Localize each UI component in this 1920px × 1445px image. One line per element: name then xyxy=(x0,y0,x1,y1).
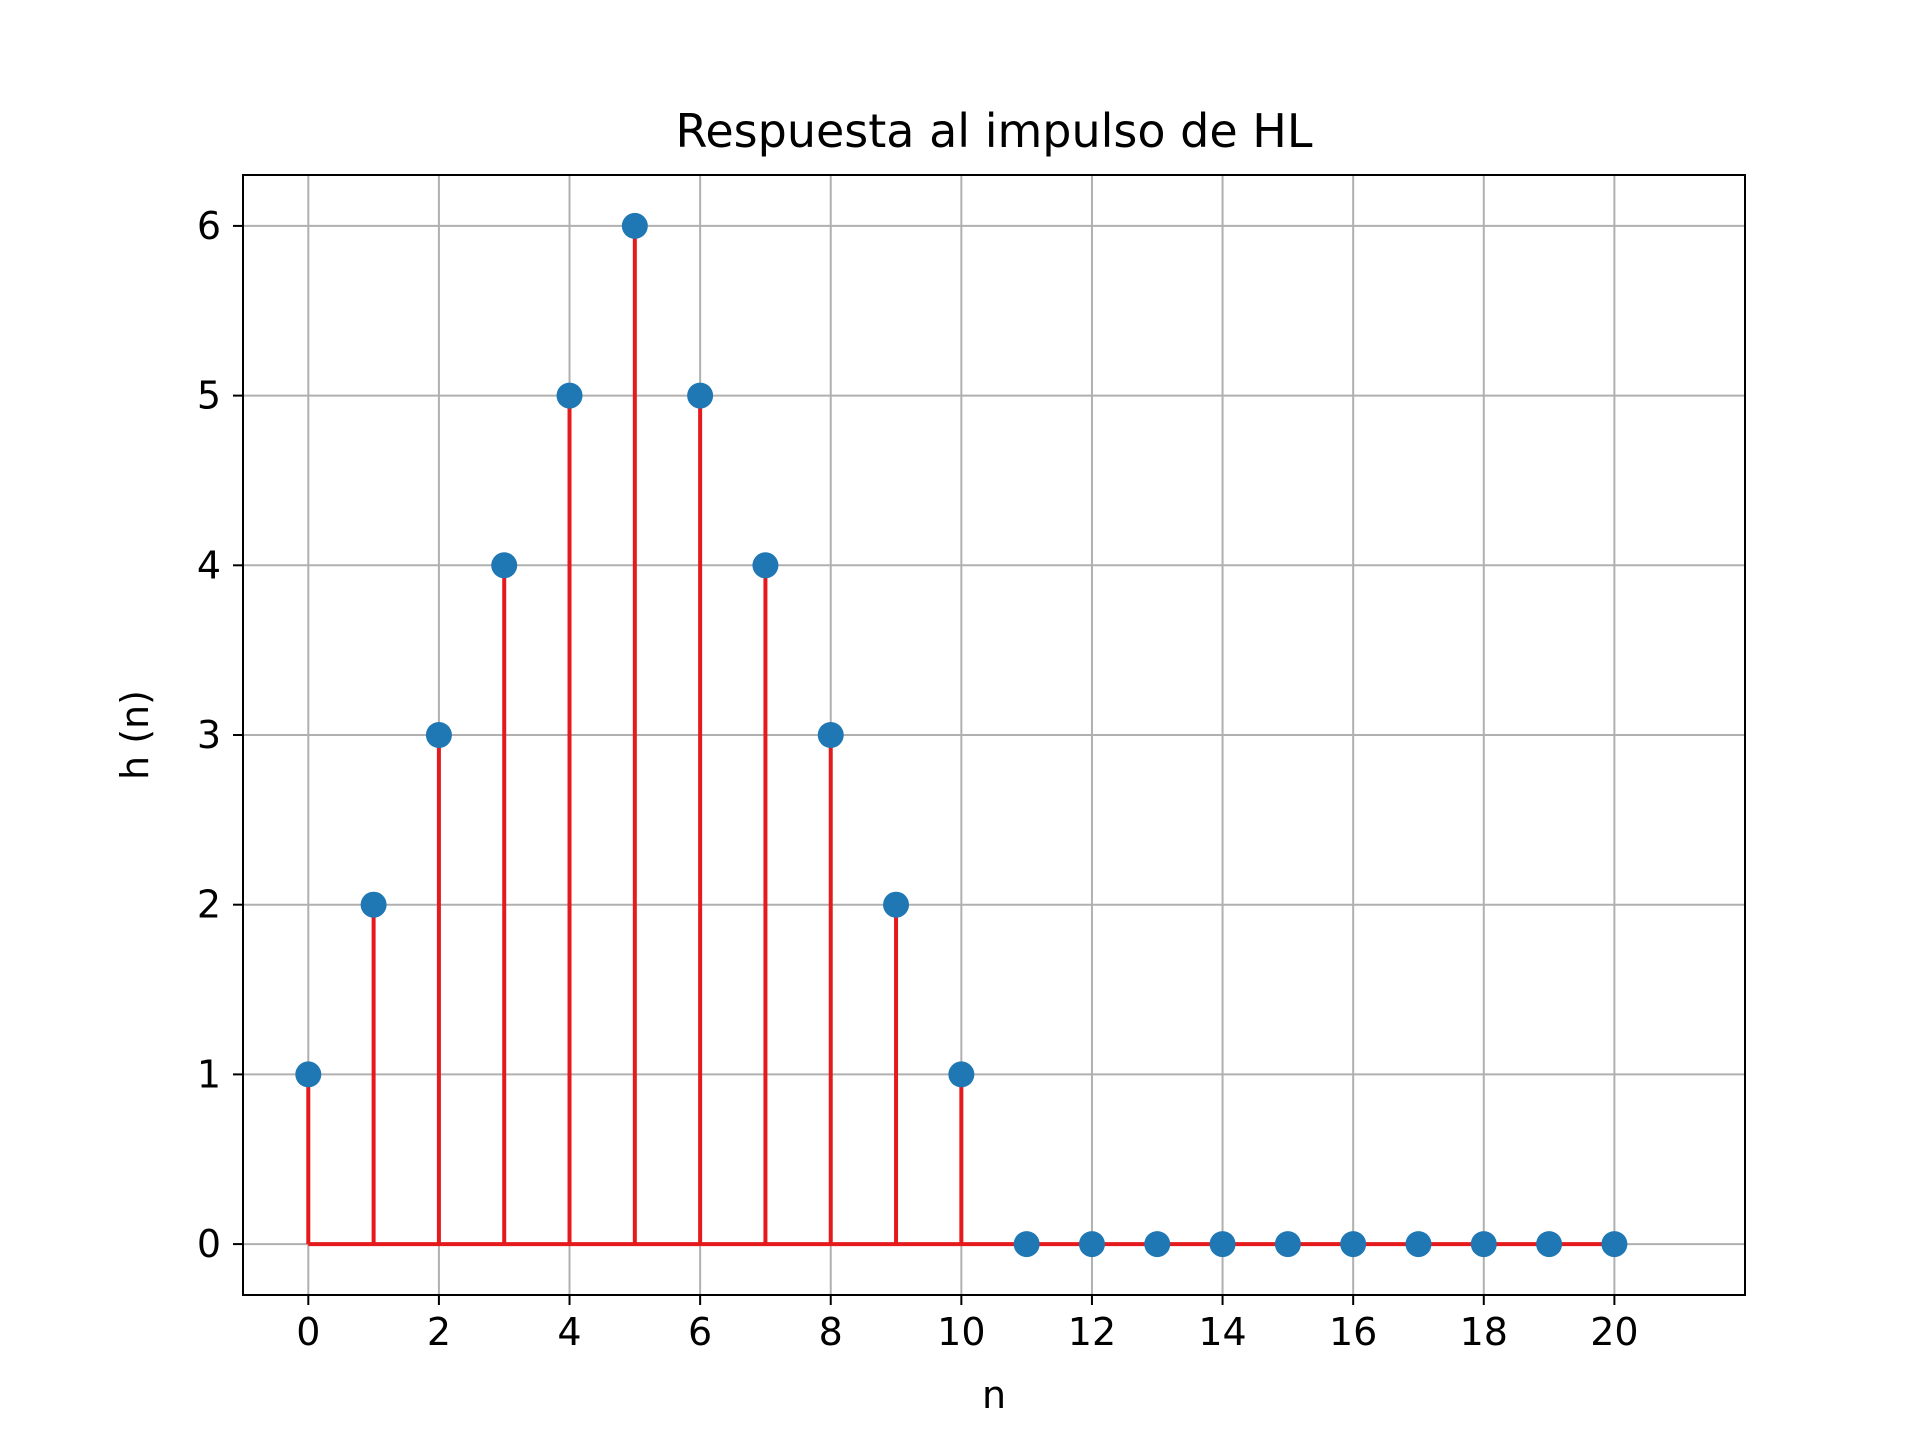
data-point xyxy=(1274,1231,1301,1258)
data-point xyxy=(1340,1231,1367,1258)
data-point xyxy=(1144,1231,1171,1258)
data-point xyxy=(752,552,779,579)
grid xyxy=(243,175,1745,1295)
y-tick-label: 3 xyxy=(197,713,221,757)
x-tick-label: 4 xyxy=(557,1310,581,1354)
x-tick-label: 2 xyxy=(427,1310,451,1354)
data-point xyxy=(1013,1231,1040,1258)
x-tick-label: 0 xyxy=(296,1310,320,1354)
data-point xyxy=(425,722,452,748)
x-tick-label: 18 xyxy=(1460,1310,1508,1354)
y-tick-label: 4 xyxy=(197,543,221,587)
y-ticks: 0 1 2 3 4 5 6 xyxy=(197,204,243,1266)
data-point xyxy=(556,382,583,409)
data-point xyxy=(817,722,844,748)
x-tick-label: 12 xyxy=(1068,1310,1116,1354)
x-tick-label: 20 xyxy=(1590,1310,1638,1354)
x-axis-label: n xyxy=(982,1373,1006,1417)
stems xyxy=(306,225,964,1245)
x-tick-label: 6 xyxy=(688,1310,712,1354)
data-point xyxy=(295,1061,322,1088)
data-point xyxy=(883,891,910,918)
x-tick-label: 14 xyxy=(1198,1310,1246,1354)
data-point xyxy=(948,1061,975,1088)
markers xyxy=(295,212,1628,1258)
data-point xyxy=(1405,1231,1432,1258)
chart-title: Respuesta al impulso de HL xyxy=(675,104,1312,158)
data-point xyxy=(1078,1231,1105,1258)
data-point xyxy=(491,552,518,579)
x-tick-label: 8 xyxy=(819,1310,843,1354)
data-point xyxy=(360,891,387,918)
data-point xyxy=(687,382,714,409)
y-tick-label: 2 xyxy=(197,883,221,927)
x-ticks: 0 2 4 6 8 10 12 14 16 18 20 xyxy=(296,1295,1639,1354)
y-axis-label: h (n) xyxy=(113,690,157,780)
x-tick-label: 10 xyxy=(937,1310,985,1354)
y-tick-label: 6 xyxy=(197,204,221,248)
y-tick-label: 5 xyxy=(197,374,221,418)
y-tick-label: 0 xyxy=(197,1222,221,1266)
y-tick-label: 1 xyxy=(197,1052,221,1096)
data-point xyxy=(1536,1231,1563,1258)
data-point xyxy=(1209,1231,1236,1258)
data-point xyxy=(1601,1231,1628,1258)
data-point xyxy=(621,212,648,239)
x-tick-label: 16 xyxy=(1329,1310,1377,1354)
data-point xyxy=(1470,1231,1497,1258)
